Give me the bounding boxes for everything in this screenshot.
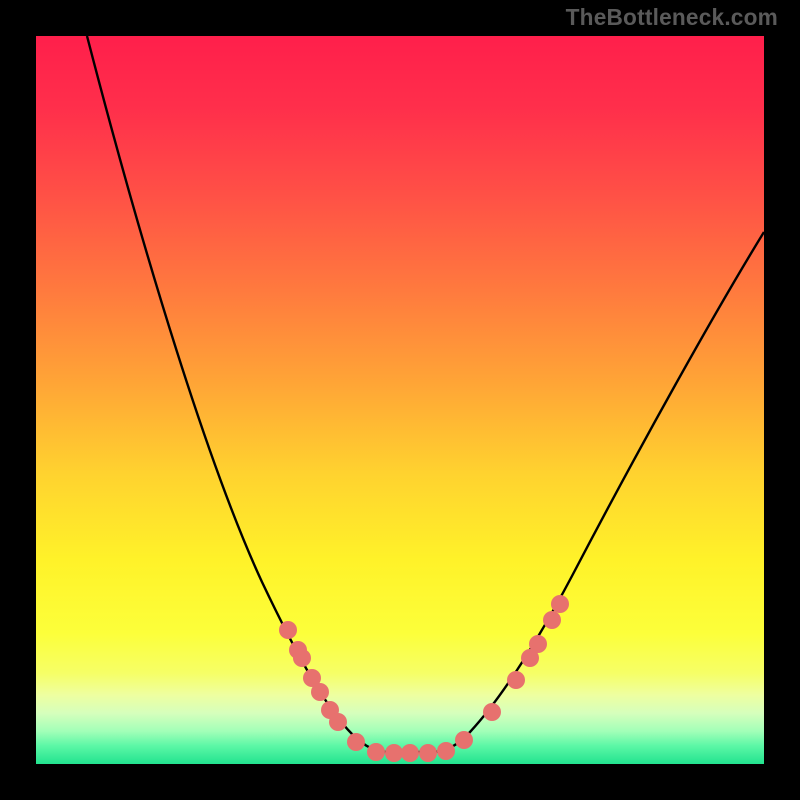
chart-container: TheBottleneck.com [0, 0, 800, 800]
watermark-text: TheBottleneck.com [566, 4, 778, 31]
gradient-plot-area [36, 36, 764, 764]
